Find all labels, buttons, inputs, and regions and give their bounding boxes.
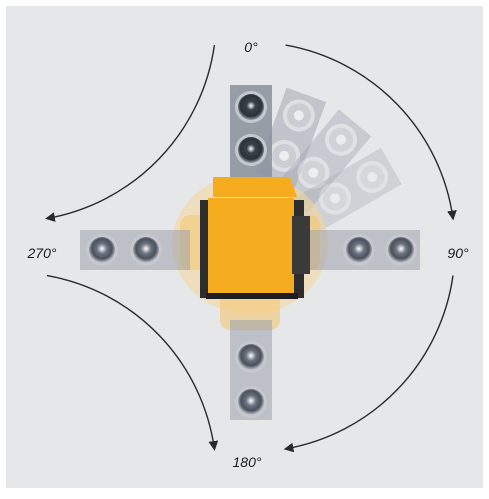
arrow-0-to-90 [285, 44, 457, 221]
swept-position-2 [274, 109, 372, 214]
label-270-deg: 270° [27, 245, 57, 261]
sensor-head-90-inner [343, 234, 375, 266]
device-face [208, 198, 294, 294]
sensor-head-180-inner [235, 341, 267, 373]
device-connector [292, 216, 310, 274]
swept-position-3 [294, 147, 402, 235]
sensor-head-90-outer [385, 234, 417, 266]
sensor-head-0-inner [235, 134, 267, 166]
arrow-90-to-180 [283, 275, 454, 453]
sensor-heads [86, 91, 417, 418]
rotation-arrows [45, 44, 457, 453]
sensor-head-180-outer [235, 386, 267, 418]
body-top-cap [213, 177, 297, 197]
label-90-deg: 90° [447, 245, 469, 261]
label-0-deg: 0° [244, 39, 258, 55]
sensor-head-270-inner [130, 234, 162, 266]
sensor-head-0-outer [235, 91, 267, 123]
device-base [206, 293, 298, 299]
swept-sensor-ghosts [252, 87, 402, 235]
label-180-deg: 180° [233, 454, 262, 470]
arrow-270-to-180 [46, 274, 219, 451]
arrow-0-to-270 [45, 45, 216, 222]
device-body [200, 177, 310, 299]
sensor-head-270-outer [86, 234, 118, 266]
